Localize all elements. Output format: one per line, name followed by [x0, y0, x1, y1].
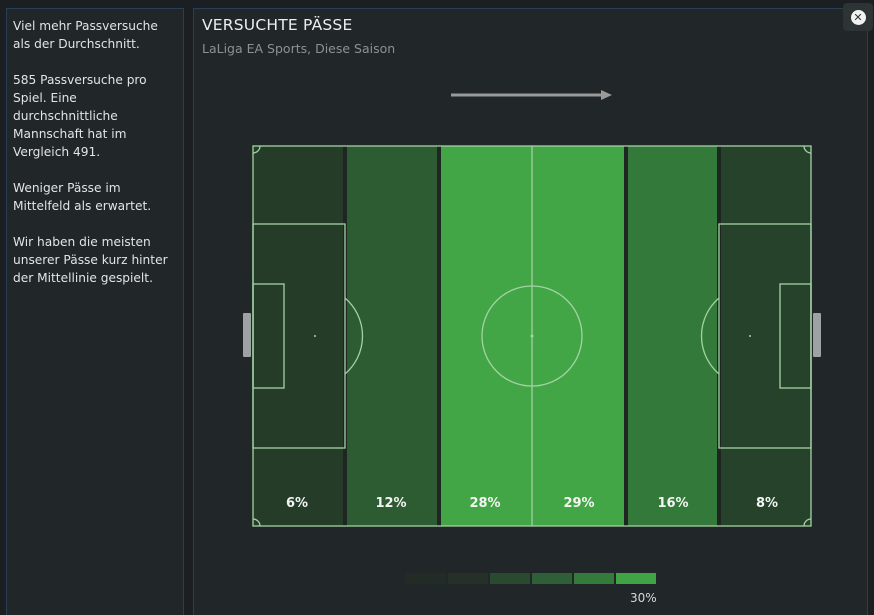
color-scale-legend	[406, 573, 656, 584]
close-icon: ✕	[850, 9, 866, 25]
zone-percent-label: 28%	[469, 496, 501, 511]
arrow-right-icon	[451, 90, 612, 100]
pitch-lines	[252, 145, 812, 527]
pitch-zone	[253, 146, 345, 526]
insights-panel: Viel mehr Passversuche als der Durchschn…	[6, 8, 184, 615]
legend-swatch	[574, 573, 614, 584]
pitch: 6% 12% 28% 29% 16% 8%	[242, 136, 826, 544]
pitch-zone	[439, 146, 532, 526]
insight-text: Weniger Pässe im Mittelfeld als erwartet…	[13, 181, 152, 213]
legend-swatch	[616, 573, 656, 584]
close-button[interactable]: ✕	[843, 3, 873, 31]
zone-percent-label: 16%	[657, 496, 689, 511]
zone-divider	[437, 146, 441, 526]
left-goal	[243, 313, 251, 357]
insight-text: Wir haben die meisten unserer Pässe kurz…	[13, 235, 168, 285]
zone-percent-label: 12%	[375, 496, 407, 511]
legend-max-label: 30%	[630, 591, 657, 605]
pitch-graphic	[243, 145, 821, 527]
panel-title: VERSUCHTE PÄSSE	[202, 16, 353, 34]
zone-divider	[624, 146, 628, 526]
pitch-zone	[626, 146, 719, 526]
insight-text: Viel mehr Passversuche als der Durchschn…	[13, 19, 158, 51]
legend-swatch	[406, 573, 446, 584]
right-goal	[813, 313, 821, 357]
legend-swatch	[532, 573, 572, 584]
passes-panel: VERSUCHTE PÄSSE LaLiga EA Sports, Diese …	[193, 8, 868, 615]
zone-percent-label: 6%	[285, 496, 309, 511]
zone-percent-label: 8%	[755, 496, 779, 511]
insight-text: 585 Passversuche pro Spiel. Eine durchsc…	[13, 73, 147, 159]
legend-swatch	[490, 573, 530, 584]
legend-swatch	[448, 573, 488, 584]
pitch-zone	[532, 146, 626, 526]
pitch-zone	[345, 146, 439, 526]
panel-subtitle: LaLiga EA Sports, Diese Saison	[202, 41, 396, 56]
pitch-zone	[719, 146, 811, 526]
zone-percent-label: 29%	[563, 496, 595, 511]
